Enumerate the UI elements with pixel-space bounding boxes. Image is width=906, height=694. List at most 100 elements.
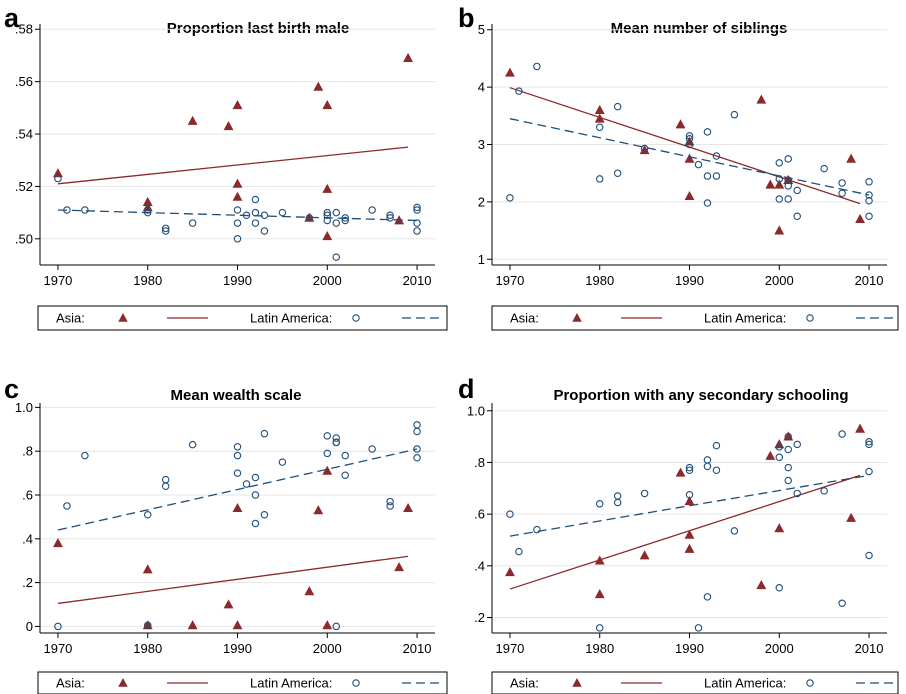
latin-america-point [613,169,622,177]
latin-america-point [712,152,721,160]
x-tick-label: 1970 [495,273,524,288]
legend-latin-america-marker [806,679,814,687]
asia-point [187,620,198,630]
latin-america-point [613,492,622,500]
latin-america-point [233,469,242,477]
latin-america-point [793,212,801,220]
latin-america-point [775,159,784,167]
latin-america-point [260,510,269,519]
latin-america-point [865,212,873,220]
latin-america-point [784,432,792,441]
y-tick-label: .54 [15,127,33,142]
asia-point [142,564,153,574]
x-tick-label: 1980 [585,641,614,656]
asia-point [774,523,785,533]
asia-point [774,225,785,235]
latin-america-point [865,438,873,446]
x-tick-label: 1990 [223,641,252,656]
latin-america-point [161,482,170,490]
latin-america-point [161,475,170,484]
asia-point [765,179,776,189]
asia-point [855,423,866,433]
latin-america-point [251,208,260,217]
latin-america-point [775,443,784,451]
latin-america-point [506,194,514,202]
latin-america-point [233,206,242,214]
asia-point [322,100,333,110]
latin-america-point [793,489,801,498]
y-tick-label: 1 [478,252,485,267]
latin-america-point [775,584,784,592]
asia-point [394,562,405,572]
legend-box [491,305,899,331]
latin-america-point [820,487,828,495]
latin-america-point [413,219,421,227]
latin-america-point [640,489,649,498]
x-tick-label: 1980 [585,273,614,288]
y-tick-label: .6 [22,488,33,503]
latin-america-point [332,434,340,442]
legend-latin-america-marker [352,679,360,687]
latin-america-point [233,451,242,460]
latin-america-point [305,214,314,222]
asia-point [594,589,605,599]
x-tick-label: 2000 [313,273,342,288]
latin-america-point [341,216,349,225]
asia-point [774,179,785,189]
latin-america-point [730,110,739,119]
y-tick-label: .50 [15,231,33,246]
asia-point [223,599,234,609]
legend-asia-marker [118,678,128,687]
latin-america-point [703,172,712,180]
latin-america-point [703,593,712,601]
latin-america-fit-line [509,474,870,537]
latin-america-point [260,211,269,219]
asia-point [639,145,650,155]
asia-point [232,620,243,630]
x-tick-label: 1990 [675,273,704,288]
legend-asia-marker [118,313,128,322]
latin-america-point [413,227,421,235]
latin-america-point [341,451,349,460]
legend-asia-label: Asia: [510,311,539,326]
latin-america-point [63,206,71,214]
latin-america-point [251,473,260,482]
x-tick-label: 2010 [403,641,432,656]
x-tick-label: 1990 [223,273,252,288]
latin-america-point [143,621,152,630]
panel-d: d Proportion with any secondary schooling… [458,374,899,694]
asia-point [756,94,767,104]
x-tick-label: 2010 [855,641,884,656]
latin-america-point [506,510,514,518]
latin-america-point [233,443,242,451]
asia-point [232,502,243,513]
panel-letter: a [4,3,20,33]
asia-fit-line [57,555,409,605]
latin-america-point [188,440,197,449]
latin-america-point [730,527,739,535]
y-tick-label: 0 [26,619,33,634]
latin-america-point [368,206,376,214]
asia-point [187,115,198,125]
latin-america-point [413,445,421,453]
legend: Asia: Latin America: [491,305,899,331]
latin-america-point [332,622,340,631]
asia-point [594,104,605,114]
latin-america-point [784,155,792,163]
asia-point [594,555,605,565]
latin-america-point [413,427,421,436]
latin-america-point [595,123,604,132]
latin-america-point [386,214,394,222]
asia-point [142,196,153,207]
latin-america-fit-line [509,118,870,196]
x-tick-label: 2000 [765,641,794,656]
x-tick-label: 1980 [133,273,162,288]
panel-title: Mean number of siblings [611,20,788,37]
asia-point [505,567,515,577]
x-tick-label: 2000 [765,273,794,288]
latin-america-point [685,132,694,140]
latin-america-point [413,454,421,462]
asia-point [313,81,324,91]
x-tick-label: 1970 [43,273,72,288]
asia-point [684,529,695,539]
